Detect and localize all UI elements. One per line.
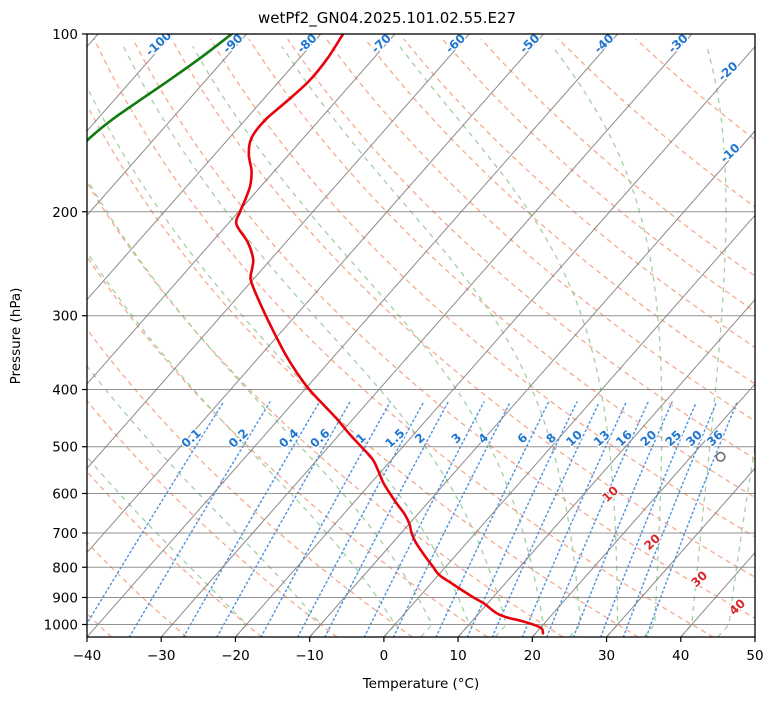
- y-tick-label: 500: [52, 440, 78, 456]
- x-tick-label: −30: [147, 648, 176, 664]
- x-axis-ticks: −40 −30 −20 −10 0 10 20 30 40 50: [73, 637, 764, 664]
- y-axis-ticks: 100 200 300 400 500 600 700 800 900 1000: [44, 27, 87, 633]
- dry-adiabat-lines: [87, 38, 755, 637]
- x-tick-label: −20: [221, 648, 250, 664]
- isotherm-labels: -100 -90 -80 -70 -60 -50 -40 -30-20-10: [142, 34, 745, 167]
- x-tick-label: 40: [672, 648, 689, 664]
- y-tick-label: 400: [52, 383, 78, 399]
- lcl-marker: [715, 451, 726, 462]
- isotherm-lines: [87, 34, 755, 637]
- y-tick-label: 1000: [44, 617, 78, 633]
- y-tick-label: 200: [52, 205, 78, 221]
- isobar-gridlines: [87, 34, 755, 625]
- x-tick-label: −40: [73, 648, 102, 664]
- x-tick-label: 10: [450, 648, 467, 664]
- x-tick-label: 0: [380, 648, 389, 664]
- y-tick-label: 900: [52, 590, 78, 606]
- parcel-marker: [715, 451, 726, 462]
- y-tick-label: 100: [52, 27, 78, 43]
- y-tick-label: 700: [52, 526, 78, 542]
- x-tick-label: 50: [746, 648, 763, 664]
- moist-adiabat-lines: [87, 46, 755, 637]
- chart-title: wetPf2_GN04.2025.101.02.55.E27: [258, 9, 516, 28]
- x-tick-label: 20: [524, 648, 541, 664]
- mixing-ratio-lines: [87, 401, 738, 637]
- x-axis-label: Temperature (°C): [362, 676, 480, 692]
- temperature-profile: [234, 34, 545, 635]
- y-tick-label: 600: [52, 486, 78, 502]
- y-tick-label: 800: [52, 560, 78, 576]
- temperature-curve: [234, 34, 545, 635]
- x-tick-label: 30: [598, 648, 615, 664]
- x-tick-label: −10: [295, 648, 324, 664]
- y-axis-label: Pressure (hPa): [8, 288, 24, 385]
- plot-frame: [86, 33, 756, 638]
- y-tick-label: 300: [52, 309, 78, 325]
